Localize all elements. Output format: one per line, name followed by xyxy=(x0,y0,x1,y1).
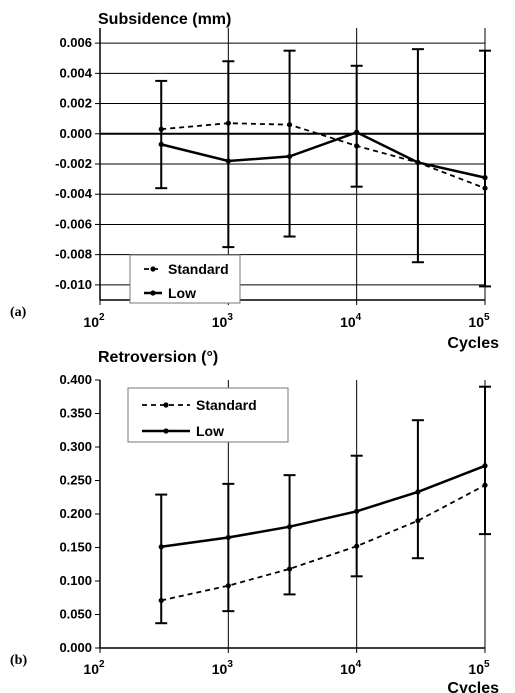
series-line-low xyxy=(160,130,486,179)
data-point-low xyxy=(354,508,360,514)
y-tick-label: 0.300 xyxy=(59,439,92,454)
data-point-standard xyxy=(225,120,231,126)
x-tick-label: 103 xyxy=(212,312,234,330)
y-tick-label: 0.350 xyxy=(59,406,92,421)
legend-label-low: Low xyxy=(196,423,224,439)
data-point-standard xyxy=(354,143,360,149)
x-tick-label: 105 xyxy=(468,659,490,677)
legend-box xyxy=(129,254,241,304)
legend-label-low: Low xyxy=(168,285,196,301)
data-point-low xyxy=(286,524,293,530)
data-point-standard xyxy=(415,518,421,524)
y-tick-label: 0.150 xyxy=(59,540,92,555)
x-axis-label: Cycles xyxy=(447,335,499,352)
data-point-standard xyxy=(225,583,231,589)
x-tick-label: 104 xyxy=(340,312,362,330)
y-tick-label: 0.006 xyxy=(59,35,92,50)
panel-label: (b) xyxy=(10,653,27,668)
panel-label: (a) xyxy=(10,305,27,320)
y-tick-label: 0.004 xyxy=(59,65,92,80)
y-tick-label: -0.006 xyxy=(55,216,92,231)
y-tick-label: 0.400 xyxy=(59,372,92,387)
chart-title: Subsidence (mm) xyxy=(98,11,231,28)
data-point-standard xyxy=(354,543,360,549)
y-tick-label: 0.250 xyxy=(59,473,92,488)
y-tick-label: -0.008 xyxy=(55,247,92,262)
data-point-standard xyxy=(286,566,293,572)
y-tick-label: -0.004 xyxy=(55,186,93,201)
legend-label-standard: Standard xyxy=(168,261,229,277)
data-point-standard xyxy=(482,185,488,191)
x-tick-label: 102 xyxy=(83,659,105,677)
data-point-low xyxy=(482,175,488,181)
x-tick-label: 104 xyxy=(340,659,362,677)
data-point-low xyxy=(415,159,421,166)
x-tick-label: 103 xyxy=(212,659,234,677)
data-point-standard xyxy=(158,126,164,132)
y-tick-label: -0.010 xyxy=(55,277,92,292)
y-tick-label: 0.100 xyxy=(59,573,92,588)
x-axis-label: Cycles xyxy=(447,680,499,693)
panel-a: 0.006 0.004 0.002 0.000 -0.002 -0.004 -0.006 -0… xyxy=(10,11,499,352)
series-line-standard xyxy=(161,484,486,602)
data-point-standard xyxy=(286,122,293,128)
chart-title: Retroversion (°) xyxy=(98,349,218,366)
legend-box xyxy=(127,387,289,443)
legend-marker-standard xyxy=(150,266,156,272)
y-tick-label: 0.050 xyxy=(59,607,92,622)
data-point-low xyxy=(286,153,293,160)
data-point-low xyxy=(225,534,231,541)
y-tick-label: 0.000 xyxy=(59,640,92,655)
data-point-low xyxy=(354,129,360,135)
legend-marker-low xyxy=(163,428,169,434)
x-tick-label: 105 xyxy=(468,312,490,330)
data-point-low xyxy=(415,489,421,495)
y-tick-label: 0.000 xyxy=(59,126,92,141)
data-point-low xyxy=(482,463,488,469)
y-tick-label: -0.002 xyxy=(55,156,92,171)
series-line-low xyxy=(161,464,486,549)
panel-b: 0.400 0.350 0.300 0.250 0.200 0.150 0.100 0.050… xyxy=(10,349,499,693)
data-point-standard xyxy=(482,482,488,488)
legend-marker-standard xyxy=(163,402,169,408)
legend-label-standard: Standard xyxy=(196,397,257,413)
y-tick-label: 0.002 xyxy=(59,96,92,111)
legend-marker-low xyxy=(150,290,156,296)
data-point-low xyxy=(158,141,164,147)
data-point-low xyxy=(158,544,164,550)
x-tick-label: 102 xyxy=(83,312,105,330)
y-tick-label: 0.200 xyxy=(59,506,92,521)
data-point-standard xyxy=(158,597,164,604)
data-point-low xyxy=(225,158,231,164)
series-line-standard xyxy=(161,122,486,190)
